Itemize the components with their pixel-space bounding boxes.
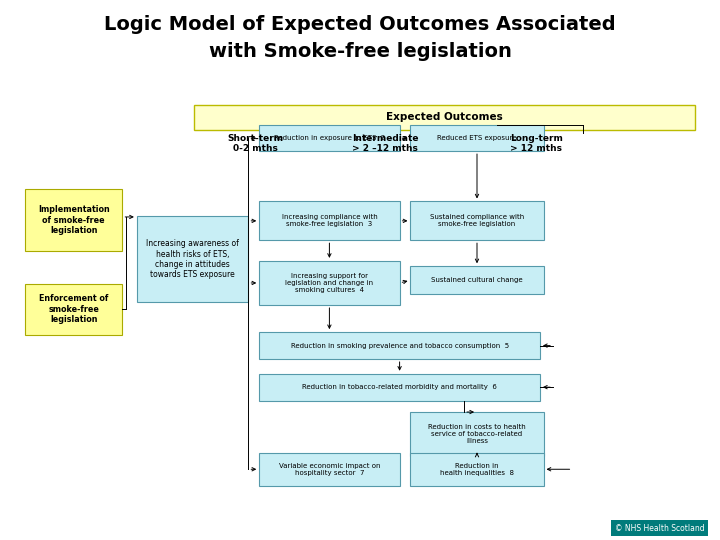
Bar xyxy=(194,105,695,130)
Bar xyxy=(25,284,122,335)
Text: with Smoke-free legislation: with Smoke-free legislation xyxy=(209,42,511,61)
Text: Sustained cultural change: Sustained cultural change xyxy=(431,277,523,284)
Text: Intermediate
> 2 –12 mths: Intermediate > 2 –12 mths xyxy=(352,134,418,153)
Text: Long-term
> 12 mths: Long-term > 12 mths xyxy=(510,134,563,153)
Bar xyxy=(410,125,544,151)
Text: Short-term
0-2 mths: Short-term 0-2 mths xyxy=(228,134,284,153)
Text: Implementation
of smoke-free
legislation: Implementation of smoke-free legislation xyxy=(38,205,109,235)
Text: Reduced ETS exposure: Reduced ETS exposure xyxy=(437,135,517,141)
Bar xyxy=(137,216,248,302)
Text: Enforcement of
smoke-free
legislation: Enforcement of smoke-free legislation xyxy=(39,294,109,324)
Bar xyxy=(410,453,544,486)
Text: Variable economic impact on
hospitality sector  7: Variable economic impact on hospitality … xyxy=(279,463,380,476)
Bar xyxy=(259,261,400,305)
Bar xyxy=(259,201,400,240)
Text: Reduction in exposure to ETS  2: Reduction in exposure to ETS 2 xyxy=(274,135,385,141)
Bar xyxy=(410,266,544,294)
Text: Reduction in
health inequalities  8: Reduction in health inequalities 8 xyxy=(440,463,514,476)
Text: Increasing compliance with
smoke-free legislation  3: Increasing compliance with smoke-free le… xyxy=(282,214,377,227)
Text: © NHS Health Scotland: © NHS Health Scotland xyxy=(615,524,704,532)
Bar xyxy=(410,201,544,240)
Bar xyxy=(259,332,540,359)
Text: Increasing support for
legislation and change in
smoking cultures  4: Increasing support for legislation and c… xyxy=(285,273,374,293)
Text: Reduction in tobacco-related morbidity and mortality  6: Reduction in tobacco-related morbidity a… xyxy=(302,384,497,390)
Text: Sustained compliance with
smoke-free legislation: Sustained compliance with smoke-free leg… xyxy=(430,214,524,227)
Text: Reduction in smoking prevalence and tobacco consumption  5: Reduction in smoking prevalence and toba… xyxy=(291,342,508,349)
Bar xyxy=(25,189,122,251)
Bar xyxy=(410,412,544,456)
Text: Expected Outcomes: Expected Outcomes xyxy=(386,112,503,123)
Bar xyxy=(259,125,400,151)
Text: Increasing awareness of
health risks of ETS,
change in attitudes
towards ETS exp: Increasing awareness of health risks of … xyxy=(146,239,239,279)
Text: Logic Model of Expected Outcomes Associated: Logic Model of Expected Outcomes Associa… xyxy=(104,15,616,34)
Bar xyxy=(259,453,400,486)
Text: Reduction in costs to health
service of tobacco-related
illness: Reduction in costs to health service of … xyxy=(428,424,526,444)
Bar xyxy=(259,374,540,401)
